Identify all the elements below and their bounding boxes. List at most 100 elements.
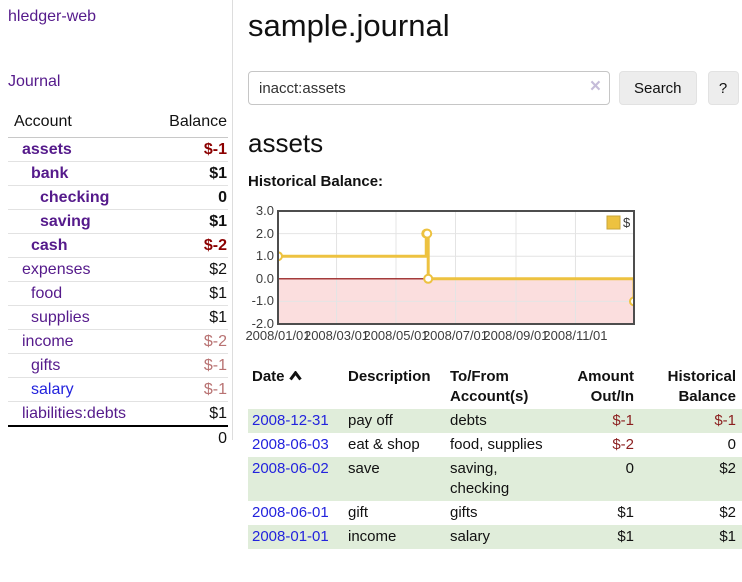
account-row: income $-2	[8, 329, 228, 354]
account-balance: 0	[150, 185, 228, 210]
app-title-link[interactable]: hledger-web	[8, 8, 97, 25]
sort-asc-icon	[288, 370, 302, 381]
account-link[interactable]: expenses	[22, 261, 91, 278]
transaction-accounts: gifts	[450, 504, 478, 521]
transaction-date-link[interactable]: 2008-06-02	[252, 460, 329, 477]
account-link[interactable]: checking	[40, 189, 110, 206]
account-row: cash $-2	[8, 233, 228, 258]
transaction-amount: $1	[554, 525, 640, 549]
transaction-amount: $-1	[554, 409, 640, 433]
transaction-description: gift	[348, 504, 369, 521]
y-axis-tick-label: -1.0	[251, 293, 274, 309]
account-balance: $1	[150, 161, 228, 186]
account-row: food $1	[8, 281, 228, 306]
transaction-amount: $1	[617, 504, 634, 521]
register-row: 2008-06-02 save saving, checking 0 $2	[248, 457, 742, 501]
account-row: saving $1	[8, 209, 228, 234]
transaction-date-link[interactable]: 2008-12-31	[252, 412, 329, 429]
y-axis-tick-label: -2.0	[251, 316, 274, 331]
account-balance: $-1	[150, 377, 228, 402]
account-balance: $1	[150, 401, 228, 427]
accounts-table: Account Balance assets $-1 bank $1 check…	[8, 113, 228, 450]
y-axis-tick-label: 0.0	[255, 270, 274, 286]
transaction-description: save	[344, 457, 446, 501]
accounts-total-row: 0	[8, 425, 228, 450]
help-button[interactable]: ?	[707, 71, 739, 105]
account-link[interactable]: bank	[31, 165, 69, 182]
transaction-amount: $-2	[612, 436, 634, 453]
account-balance: $2	[150, 257, 228, 282]
transaction-date-link[interactable]: 2008-06-01	[252, 504, 329, 521]
page-title: sample.journal	[248, 8, 450, 43]
account-row: salary $-1	[8, 377, 228, 402]
account-link[interactable]: liabilities:debts	[22, 405, 127, 422]
account-row: assets $-1	[8, 137, 228, 162]
register-col-amount: Amount Out/In	[577, 368, 634, 405]
transaction-amount: 0	[554, 457, 640, 501]
y-axis-tick-label: 3.0	[255, 203, 274, 218]
register-col-balance: Historical Balance	[667, 368, 736, 405]
transaction-description: eat & shop	[348, 436, 420, 453]
account-balance: $-2	[150, 233, 228, 258]
register-row: 2008-01-01 income salary $1 $1	[248, 525, 742, 549]
account-link[interactable]: gifts	[31, 357, 61, 374]
account-link[interactable]: income	[22, 333, 74, 350]
x-axis-tick-label: 2008/03/01	[303, 328, 370, 343]
sidebar: hledger-web Journal Account Balance asse…	[0, 0, 233, 450]
transaction-balance: $2	[640, 457, 742, 501]
transaction-balance: 0	[727, 436, 736, 453]
account-balance: $1	[150, 209, 228, 234]
account-balance: $-1	[150, 137, 228, 162]
transaction-date-link[interactable]: 2008-06-03	[252, 436, 329, 453]
account-row: supplies $1	[8, 305, 228, 330]
account-link[interactable]: food	[31, 285, 63, 302]
register-col-accounts: To/From Account(s)	[450, 368, 529, 405]
transaction-balance: $2	[719, 504, 736, 521]
account-row: expenses $2	[8, 257, 228, 282]
register-col-date[interactable]: Date	[248, 365, 344, 409]
register-col-description: Description	[348, 368, 431, 385]
y-axis-tick-label: 2.0	[255, 225, 274, 241]
transaction-accounts: saving, checking	[446, 457, 554, 501]
y-axis-tick-label: 1.0	[255, 248, 274, 264]
register-row: 2008-12-31 pay off debts $-1 $-1	[248, 409, 742, 433]
account-row: gifts $-1	[8, 353, 228, 378]
register-row: 2008-06-01 gift gifts $1 $2	[248, 501, 742, 525]
search-bar: × Search ?	[248, 71, 742, 105]
register-table: Date Description To/From Account(s) Amou…	[248, 365, 742, 549]
data-point-marker	[423, 273, 434, 284]
transaction-description: income	[344, 525, 446, 549]
search-button[interactable]: Search	[619, 71, 697, 105]
transaction-date-link[interactable]: 2008-01-01	[252, 528, 329, 545]
account-link[interactable]: salary	[31, 381, 74, 398]
x-axis-tick-label: 2008/07/01	[422, 328, 489, 343]
account-link[interactable]: saving	[40, 213, 91, 230]
transaction-accounts: food, supplies	[450, 436, 543, 453]
account-row: bank $1	[8, 161, 228, 186]
account-link[interactable]: assets	[22, 141, 72, 158]
account-row: liabilities:debts $1	[8, 401, 228, 427]
historical-balance-chart: $3.0 2.0 1.0 0.0 -1.0 -2.0 2008/01/01 2008/03/0…	[245, 203, 668, 346]
account-heading: assets	[248, 128, 324, 158]
account-link[interactable]: supplies	[31, 309, 90, 326]
transaction-balance: $1	[640, 525, 742, 549]
plot-border	[277, 210, 635, 325]
accounts-col-balance: Balance	[150, 113, 228, 138]
register-row: 2008-06-03 eat & shop food, supplies $-2…	[248, 433, 742, 457]
x-axis-tick-label: 2008/01/01	[245, 328, 311, 343]
legend-label: $	[623, 215, 631, 230]
transaction-description: pay off	[344, 409, 446, 433]
search-input[interactable]	[248, 71, 610, 105]
x-axis-tick-label: 2008/09/01	[483, 328, 549, 343]
account-balance: $-2	[150, 329, 228, 354]
account-row: checking 0	[8, 185, 228, 210]
sidebar-item-journal[interactable]: Journal	[8, 73, 61, 90]
clear-search-icon[interactable]: ×	[589, 76, 601, 97]
transaction-accounts: debts	[446, 409, 554, 433]
x-axis-tick-label: 2008/05/01	[363, 328, 429, 343]
accounts-total-value: 0	[8, 425, 228, 450]
transaction-balance: $-1	[640, 409, 742, 433]
account-link[interactable]: cash	[31, 237, 68, 254]
transaction-accounts: salary	[446, 525, 554, 549]
legend-swatch	[606, 215, 621, 230]
